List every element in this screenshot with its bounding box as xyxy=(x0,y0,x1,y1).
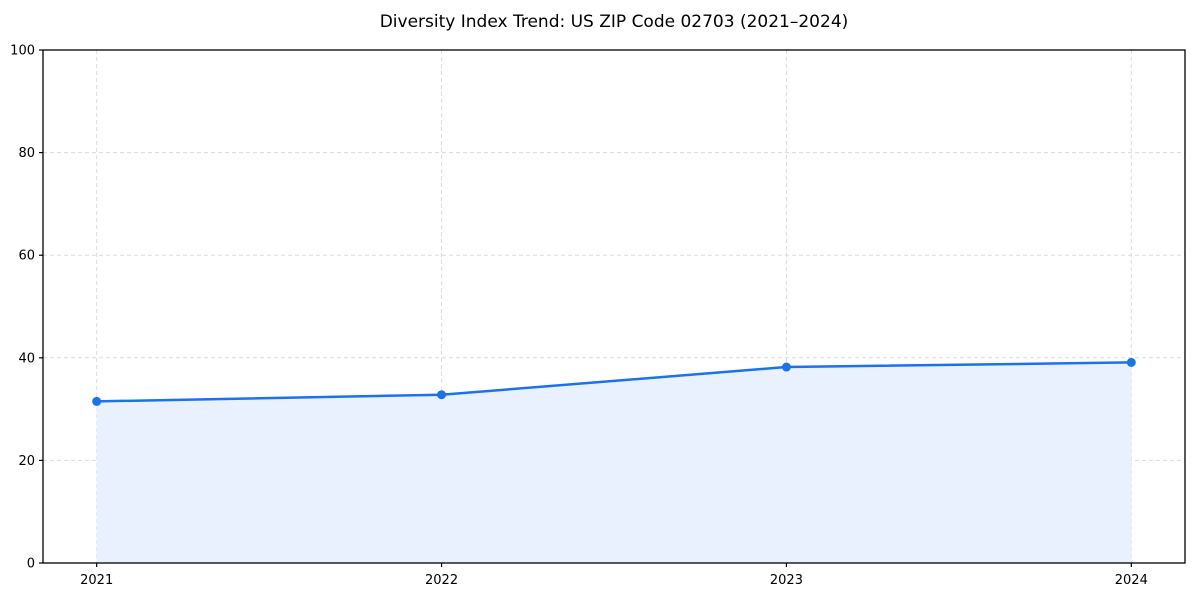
trend-line xyxy=(95,361,1133,403)
y-axis-tick-label: 60 xyxy=(18,249,35,264)
y-axis-tick-label: 80 xyxy=(18,146,35,161)
y-axis-tick-label: 40 xyxy=(18,351,35,366)
data-point-marker xyxy=(437,390,447,400)
x-axis-tick-label: 2022 xyxy=(425,573,458,588)
y-axis-tick-label: 20 xyxy=(18,454,35,469)
data-point-marker xyxy=(92,396,102,406)
data-point-marker xyxy=(1126,357,1136,367)
y-axis-tick-label: 0 xyxy=(27,557,35,572)
x-axis-tick-label: 2023 xyxy=(770,573,803,588)
axis-frame xyxy=(42,49,1186,564)
y-axis-tick-label: 100 xyxy=(10,44,35,59)
x-axis-tick-label: 2024 xyxy=(1115,573,1148,588)
data-point-marker xyxy=(781,362,791,372)
area-fill xyxy=(96,362,1132,563)
chart-title: Diversity Index Trend: US ZIP Code 02703… xyxy=(379,12,849,32)
x-axis-tick-label: 2021 xyxy=(80,573,113,588)
